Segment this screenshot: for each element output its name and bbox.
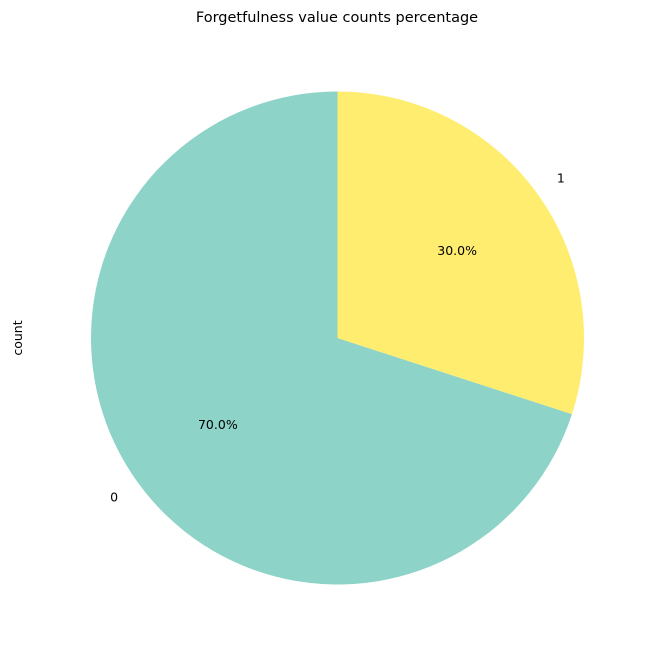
percent-label-0: 70.0%: [198, 417, 238, 432]
y-axis-label: count: [10, 320, 25, 355]
pie-labels: 0 70.0% 1 30.0%: [110, 171, 565, 505]
pie-slice-1: [337, 91, 584, 415]
slice-label-1: 1: [557, 171, 565, 186]
pie-slice-0: [90, 91, 572, 585]
slice-label-0: 0: [110, 489, 118, 504]
percent-label-1: 30.0%: [437, 243, 477, 258]
pie-slices: [90, 91, 584, 585]
chart-title: Forgetfulness value counts percentage: [196, 10, 478, 26]
